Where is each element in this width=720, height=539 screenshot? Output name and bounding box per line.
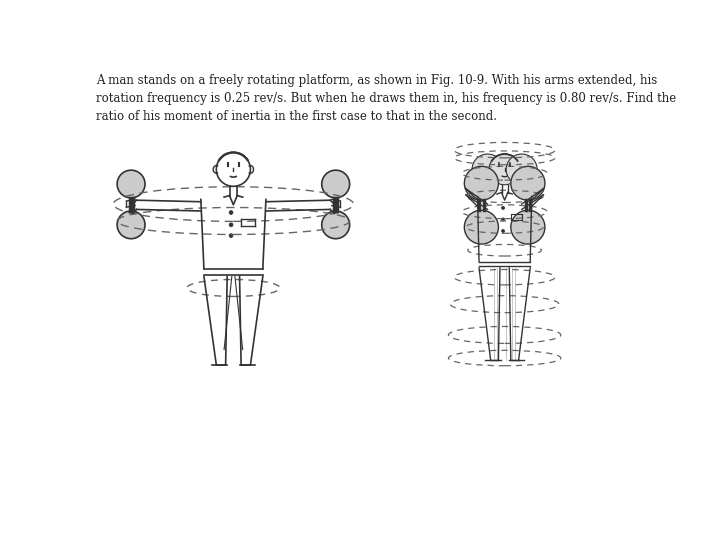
- Circle shape: [510, 210, 545, 244]
- Circle shape: [229, 223, 233, 227]
- Circle shape: [472, 154, 503, 185]
- Circle shape: [322, 170, 350, 198]
- Circle shape: [216, 153, 251, 186]
- Circle shape: [502, 218, 505, 221]
- Circle shape: [464, 167, 498, 200]
- Circle shape: [229, 234, 233, 238]
- Circle shape: [502, 230, 505, 232]
- Circle shape: [502, 206, 505, 210]
- Circle shape: [506, 154, 537, 185]
- Text: A man stands on a freely rotating platform, as shown in Fig. 10-9. With his arms: A man stands on a freely rotating platfo…: [96, 74, 677, 123]
- Circle shape: [489, 154, 520, 185]
- Circle shape: [464, 210, 498, 244]
- Circle shape: [117, 170, 145, 198]
- Circle shape: [510, 167, 545, 200]
- Circle shape: [117, 211, 145, 239]
- Circle shape: [322, 211, 350, 239]
- Circle shape: [229, 211, 233, 215]
